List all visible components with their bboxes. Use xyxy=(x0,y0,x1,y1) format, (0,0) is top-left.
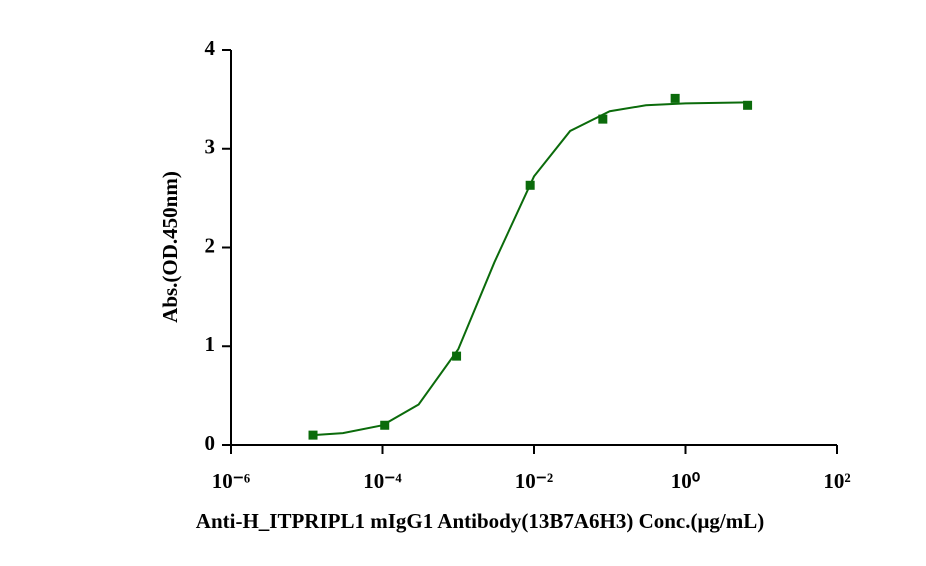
y-tick-label: 3 xyxy=(205,135,216,159)
data-point xyxy=(380,420,390,430)
x-axis-title: Anti-H_ITPRIPL1 mIgG1 Antibody(13B7A6H3)… xyxy=(196,509,764,533)
y-tick-label: 0 xyxy=(205,431,216,455)
data-point xyxy=(598,114,608,124)
data-point xyxy=(743,100,753,110)
y-tick-label: 4 xyxy=(205,36,216,60)
data-point xyxy=(670,93,680,103)
data-point xyxy=(452,351,462,361)
x-tick-label: 10⁰ xyxy=(671,469,701,493)
x-tick-label: 10⁻² xyxy=(515,469,553,493)
y-tick-label: 1 xyxy=(205,332,216,356)
data-point xyxy=(308,430,318,440)
x-tick-label: 10⁻⁶ xyxy=(212,469,250,493)
x-tick-label: 10⁻⁴ xyxy=(363,469,402,493)
y-tick-label: 2 xyxy=(205,233,216,257)
data-point xyxy=(525,180,535,190)
x-tick-label: 10² xyxy=(823,469,850,493)
y-axis-title: Abs.(OD.450nm) xyxy=(158,171,182,323)
fit-curve xyxy=(312,101,748,437)
